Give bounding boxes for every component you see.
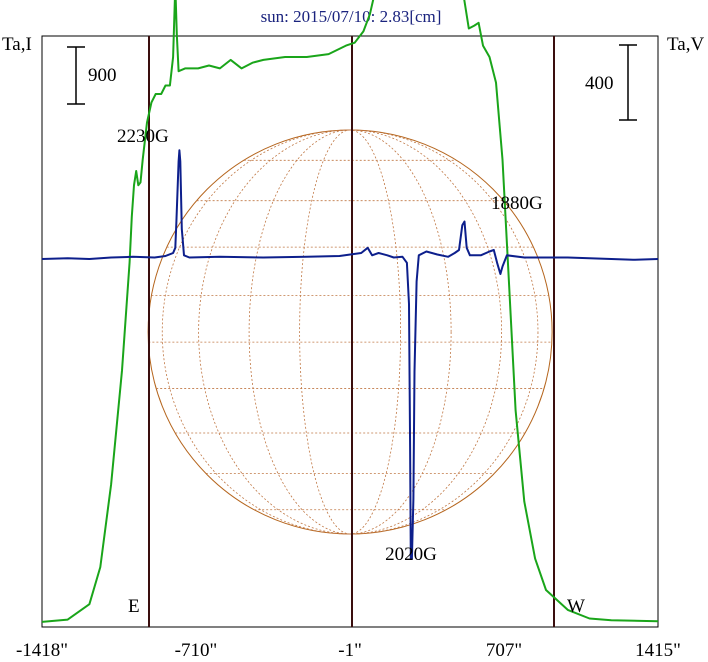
left-axis-label: Ta,I <box>2 34 32 55</box>
east-label: E <box>128 596 140 617</box>
annotation-layer: 2230G 2020G 1880G <box>117 126 543 565</box>
scale-right-label: 400 <box>585 73 614 94</box>
x-tick-label: -1418" <box>16 640 68 661</box>
annotation-2230g: 2230G <box>117 126 169 147</box>
chart-title: sun: 2015/07/10: 2.83[cm] <box>261 7 442 26</box>
right-axis-label: Ta,V <box>667 34 704 55</box>
polarization-series-line <box>41 149 659 560</box>
x-tick-label: -710" <box>175 640 218 661</box>
plot-frame <box>41 35 659 628</box>
sun-disk-grid <box>147 129 553 535</box>
x-tick-label: 1415" <box>635 640 681 661</box>
scale-bar-right <box>619 44 637 121</box>
scale-bar-left <box>67 46 85 105</box>
meridian-line <box>161 129 539 535</box>
meridian-line <box>198 129 503 535</box>
x-tick-labels: -1418" -710" -1" 707" 1415" <box>16 640 681 661</box>
annotation-1880g: 1880G <box>491 193 543 214</box>
series-layer <box>41 0 659 623</box>
x-tick-label: -1" <box>338 640 362 661</box>
intensity-series-line <box>41 0 659 623</box>
scale-left-label: 900 <box>88 65 117 86</box>
annotation-2020g: 2020G <box>385 544 437 565</box>
west-label: W <box>567 596 585 617</box>
x-tick-label: 707" <box>486 640 522 661</box>
